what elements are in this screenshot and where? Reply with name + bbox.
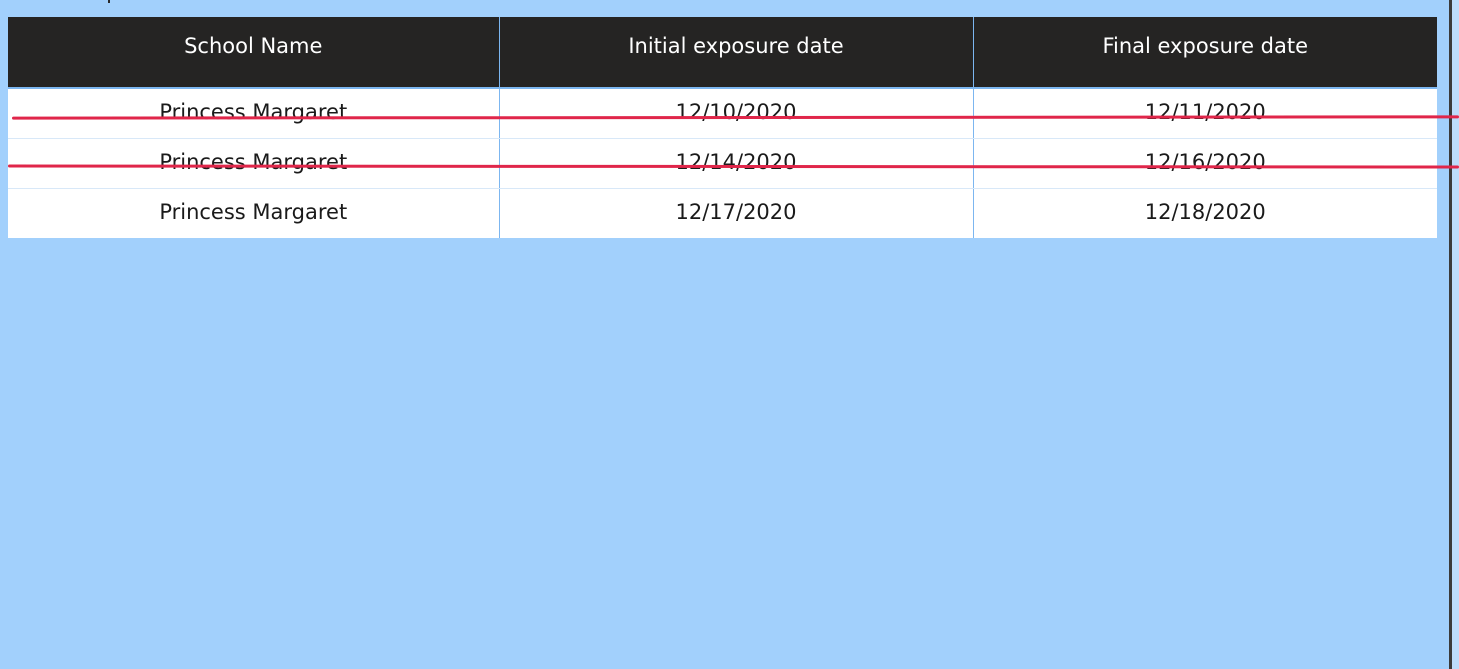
cell-school-name: Princess Margaret bbox=[8, 138, 499, 189]
cell-initial-exposure-date: 12/17/2020 bbox=[498, 188, 973, 238]
cell-initial-exposure-date: 12/14/2020 bbox=[498, 138, 973, 189]
cell-final-exposure-date: 12/11/2020 bbox=[972, 88, 1437, 139]
table-row[interactable]: Princess Margaret 12/10/2020 12/11/2020 bbox=[8, 88, 1437, 139]
header-row: School Name Initial exposure date Final … bbox=[8, 17, 1437, 89]
table-row[interactable]: Princess Margaret 12/14/2020 12/16/2020 bbox=[8, 138, 1437, 189]
exposure-table-container: School Name Initial exposure date Final … bbox=[8, 17, 1437, 238]
cell-final-exposure-date: 12/16/2020 bbox=[972, 138, 1437, 189]
column-header-initial-exposure-date[interactable]: Initial exposure date bbox=[498, 17, 973, 89]
cell-final-exposure-date: 12/18/2020 bbox=[972, 188, 1437, 238]
column-header-final-exposure-date[interactable]: Final exposure date bbox=[972, 17, 1437, 89]
column-header-school-name[interactable]: School Name bbox=[8, 17, 499, 89]
table-row[interactable]: Princess Margaret 12/17/2020 12/18/2020 bbox=[8, 188, 1437, 238]
cell-school-name: Princess Margaret bbox=[8, 188, 499, 238]
table-header: School Name Initial exposure date Final … bbox=[8, 17, 1437, 89]
window-edge bbox=[1449, 0, 1452, 669]
exposure-table: School Name Initial exposure date Final … bbox=[8, 17, 1437, 238]
cell-initial-exposure-date: 12/10/2020 bbox=[498, 88, 973, 139]
cell-school-name: Princess Margaret bbox=[8, 88, 499, 139]
window-edge-strip bbox=[1452, 0, 1459, 669]
cropped-title-fragment bbox=[108, 0, 110, 3]
table-body: Princess Margaret 12/10/2020 12/11/2020 … bbox=[8, 88, 1437, 238]
